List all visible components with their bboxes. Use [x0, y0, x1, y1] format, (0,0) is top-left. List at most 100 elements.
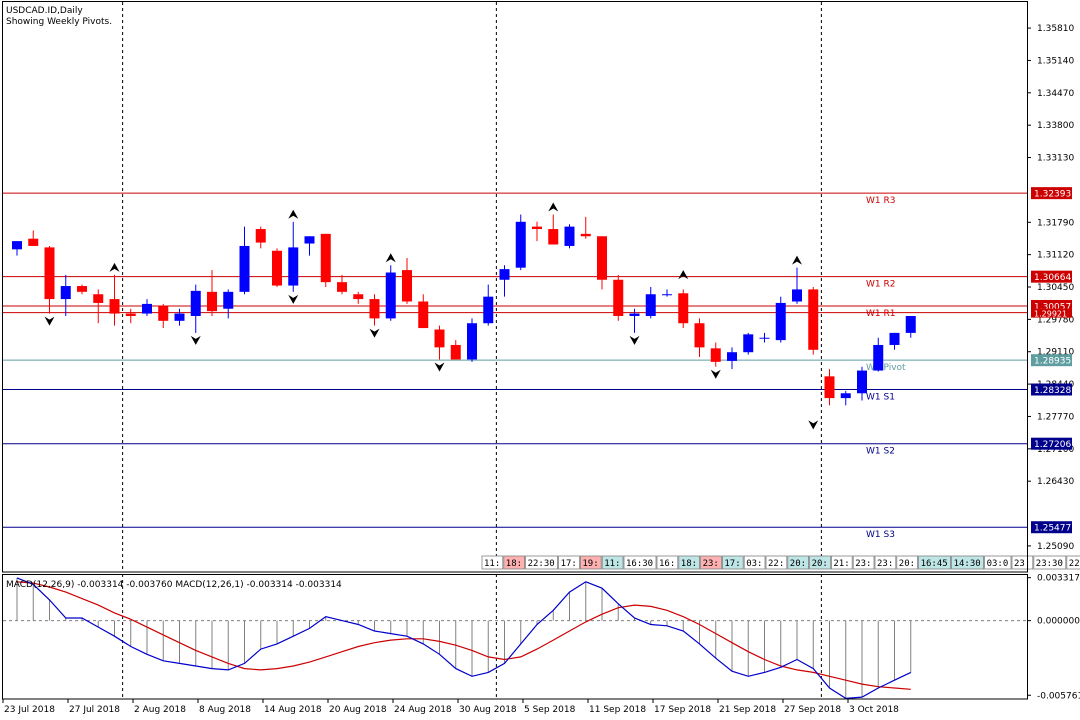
- candle-body-0: [12, 241, 22, 250]
- price-box-extra-0: [1031, 308, 1072, 318]
- pivot-label-3: W1 Pivot: [866, 363, 906, 373]
- event-time-box-20: [951, 555, 984, 570]
- candle-body-28: [467, 323, 477, 360]
- fractal-down-0: [44, 316, 55, 326]
- candle-body-45: [743, 334, 754, 353]
- event-time-box-24: [1066, 555, 1080, 570]
- price-tick-label-0: 1.35810: [1037, 24, 1074, 34]
- event-time-label-10: 17:: [724, 559, 740, 569]
- fractal-down-5: [629, 335, 640, 345]
- week-separators: [122, 2, 822, 699]
- event-time-box-15: [831, 555, 853, 570]
- event-time-box-13: [787, 555, 809, 570]
- time-tick-label-12: 27 Sep 2018: [784, 705, 841, 715]
- price-tick-label-9: 1.29110: [1037, 348, 1074, 358]
- candle-body-10: [174, 313, 185, 321]
- candle-body-13: [223, 291, 234, 309]
- event-time-box-7: [656, 555, 679, 570]
- candle-body-2: [44, 247, 55, 300]
- pivot-label-5: W1 S2: [866, 447, 895, 457]
- time-tick-label-9: 11 Sep 2018: [589, 705, 646, 715]
- fractal-down-4: [434, 362, 445, 372]
- candle-body-32: [532, 226, 542, 230]
- time-tick-label-6: 24 Aug 2018: [394, 705, 452, 715]
- fractal-down-7: [808, 420, 819, 430]
- event-time-box-17: [874, 555, 897, 570]
- candle-body-38: [629, 313, 640, 316]
- pivot-label-2: W1 R1: [866, 309, 895, 319]
- price-tick-label-14: 1.25090: [1037, 542, 1074, 552]
- macd-tick-label-0: 0.003317: [1037, 574, 1080, 584]
- time-tick-label-2: 2 Aug 2018: [134, 705, 186, 715]
- pivot-price-box-1: [1031, 270, 1072, 283]
- candle-body-19: [320, 233, 331, 283]
- candle-body-24: [402, 270, 412, 302]
- candle-body-52: [857, 370, 867, 394]
- event-time-label-16: 23:: [855, 559, 871, 569]
- candle-body-18: [304, 236, 315, 244]
- time-tick-label-0: 23 Jul 2018: [4, 705, 55, 715]
- price-tick-label-1: 1.35140: [1037, 56, 1074, 66]
- event-time-label-17: 23:: [877, 559, 893, 569]
- candle-body-42: [694, 323, 705, 348]
- price-tick-label-12: 1.27100: [1037, 445, 1074, 455]
- time-tick-label-10: 17 Sep 2018: [654, 705, 711, 715]
- price-label-extra-0: 1.29921: [1034, 310, 1067, 319]
- event-time-box-9: [700, 555, 722, 570]
- price-tick-label-13: 1.26430: [1037, 477, 1074, 487]
- time-tick-label-11: 21 Sep 2018: [719, 705, 776, 715]
- time-tick-label-3: 8 Aug 2018: [199, 705, 251, 715]
- time-tick-label-8: 5 Sep 2018: [524, 705, 576, 715]
- event-time-label-4: 19:: [582, 559, 598, 569]
- pivot-price-box-4: [1031, 383, 1072, 396]
- fractal-markers: [44, 202, 819, 430]
- macd-signal-line: [16, 581, 911, 690]
- time-axis: 23 Jul 2018 27 Jul 2018 2 Aug 2018 8 Aug 20…: [2, 699, 899, 715]
- candle-body-26: [434, 329, 445, 348]
- candle-body-30: [499, 269, 510, 280]
- event-time-box-4: [580, 555, 602, 570]
- candle-body-14: [239, 245, 250, 292]
- pivot-lines: W1 R3 W1 R2 W1 R1 W1 Pivot W1 S1 W1 S2 W1 S3: [3, 192, 1027, 540]
- time-tick-label-13: 3 Oct 2018: [849, 705, 899, 715]
- pivot-price-label-4: 1.28328: [1034, 386, 1071, 396]
- pivot-price-label-2: 1.30057: [1034, 302, 1071, 312]
- candle-body-3: [60, 286, 71, 300]
- price-tick-label-2: 1.34470: [1037, 89, 1074, 99]
- event-time-box-12: [765, 555, 788, 570]
- event-time-box-23: [1033, 555, 1067, 570]
- fractal-down-2: [288, 294, 299, 304]
- event-time-label-0: 11:: [484, 559, 500, 569]
- fractal-up-2: [385, 253, 396, 263]
- fractal-up-4: [678, 270, 689, 280]
- event-time-box-16: [852, 555, 875, 570]
- candle-body-41: [678, 293, 689, 324]
- candle-body-47: [775, 302, 786, 341]
- candle-body-1: [28, 238, 39, 246]
- event-time-box-5: [601, 555, 624, 570]
- event-time-label-2: 22:30: [528, 559, 555, 569]
- time-tick-label-4: 14 Aug 2018: [264, 705, 322, 715]
- candle-body-55: [905, 315, 916, 333]
- candle-body-22: [369, 299, 380, 319]
- event-time-label-24: 22:30: [1069, 559, 1080, 569]
- time-tick-label-5: 20 Aug 2018: [329, 705, 387, 715]
- event-time-label-20: 14:30: [954, 559, 981, 569]
- event-time-label-22: 23:: [1014, 559, 1030, 569]
- candle-body-39: [645, 294, 656, 316]
- macd-indicator: [3, 577, 1027, 700]
- event-time-box-3: [558, 555, 580, 570]
- candle-body-21: [353, 294, 364, 300]
- pivot-price-label-0: 1.32393: [1034, 190, 1071, 200]
- event-time-box-2: [525, 555, 558, 570]
- pivot-price-box-6: [1031, 521, 1072, 534]
- event-time-label-8: 18:: [681, 559, 697, 569]
- candle-body-37: [613, 279, 624, 316]
- candle-body-33: [548, 229, 559, 245]
- time-tick-label-1: 27 Jul 2018: [69, 705, 120, 715]
- candle-body-6: [109, 299, 120, 314]
- price-tick-label-7: 1.30450: [1037, 283, 1074, 293]
- candle-body-54: [889, 332, 900, 345]
